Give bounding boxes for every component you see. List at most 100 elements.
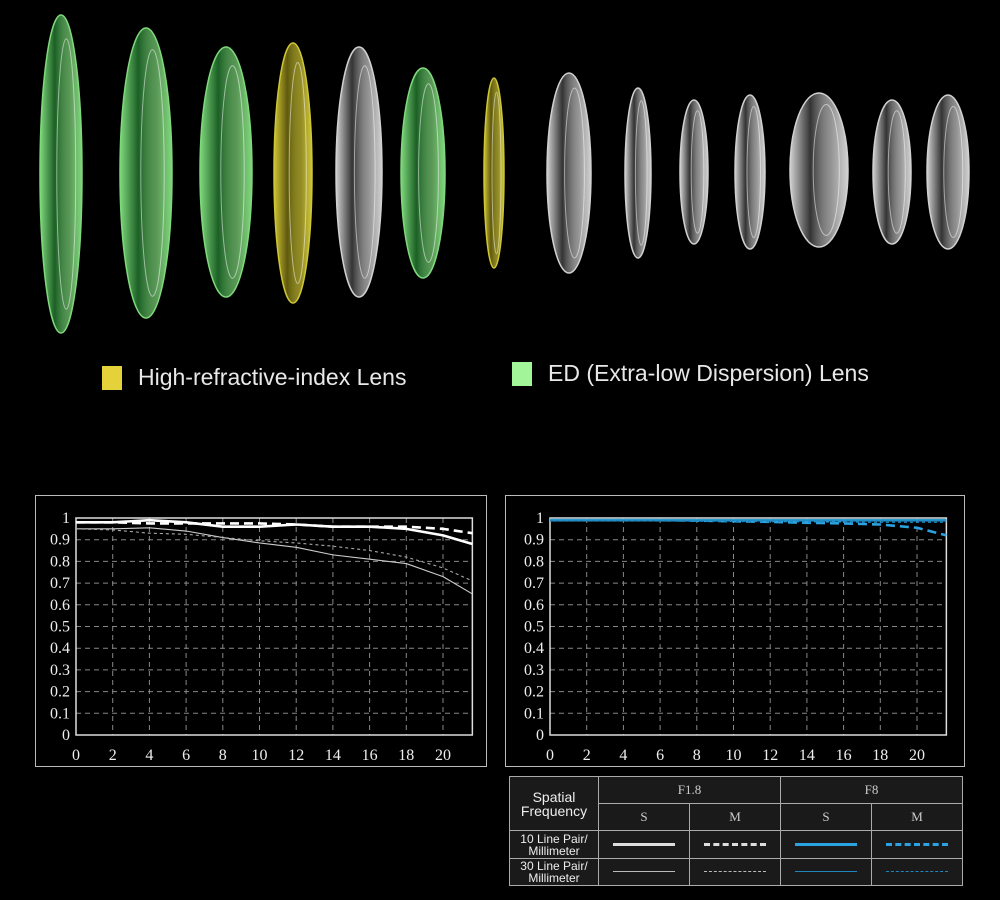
y-tick-label: 0.6 (524, 597, 544, 614)
legend-label: High-refractive-index Lens (138, 364, 407, 390)
position-header: M (689, 803, 781, 831)
legend-high-refractive: High-refractive-index Lens (102, 364, 406, 391)
y-tick-label: 0.1 (50, 705, 70, 722)
lens-element-clear (546, 72, 592, 274)
chart-svg: 00.10.20.30.40.50.60.70.80.910 2 4 6 8 10 12 14… (50, 510, 474, 764)
row-label: 30 Line Pair/ Millimeter (509, 858, 599, 886)
x-tick-label: 10 (726, 747, 742, 764)
legend-cell (780, 830, 872, 859)
x-tick-label: 18 (398, 747, 414, 764)
x-tick-label: 14 (799, 747, 815, 764)
y-tick-label: 0.3 (524, 662, 544, 679)
x-tick-label: 6 (656, 747, 664, 764)
plot-frame (75, 517, 474, 736)
y-tick-label: 0.7 (524, 575, 544, 592)
x-tick-label: 2 (109, 747, 117, 764)
lens-element-clear (624, 87, 652, 259)
spatial-frequency-header: Spatial Frequency (509, 776, 599, 831)
lens-element-high-refractive (273, 42, 313, 304)
x-tick-label: 2 (583, 747, 591, 764)
y-tick-label: 0.6 (50, 597, 70, 614)
chart-svg: 00.10.20.30.40.50.60.70.80.910 2 4 6 8 10 12 14… (524, 510, 948, 764)
lens-element-clear (734, 94, 766, 250)
lens-element-ed (39, 14, 83, 334)
x-tick-label: 12 (288, 747, 304, 764)
x-tick-label: 4 (619, 747, 627, 764)
x-tick-label: 16 (836, 747, 852, 764)
x-tick-label: 14 (325, 747, 341, 764)
aperture-header: F1.8 (598, 776, 781, 804)
lens-element-clear (789, 92, 849, 248)
dashed-line-swatch (886, 871, 948, 873)
y-tick-label: 0.2 (50, 684, 70, 701)
dashed-line-swatch (886, 842, 948, 846)
legend-cell (780, 858, 872, 886)
position-header: S (780, 803, 872, 831)
aperture-header: F8 (780, 776, 963, 804)
y-tick-label: 0.9 (50, 532, 70, 549)
lens-element-clear (679, 99, 709, 245)
x-tick-label: 0 (72, 747, 80, 764)
yellow-swatch-icon (102, 365, 122, 390)
y-tick-label: 0.4 (50, 640, 70, 657)
dashed-line-swatch (704, 842, 766, 846)
y-tick-label: 0.5 (524, 619, 544, 636)
y-tick-label: 1 (536, 510, 544, 527)
series-line-3 (550, 520, 947, 523)
series-line-1 (76, 521, 473, 535)
legend-cell (689, 858, 781, 886)
mtf-chart-f1-8: 0 0.1 0.2 0.3 0.4 0.5 0.6 0.7 0.8 0.9 1 0 2 4 6 8 10 12 14… (35, 495, 487, 767)
lens-element-clear (872, 99, 912, 245)
y-tick-label: 0.3 (50, 662, 70, 679)
solid-line-swatch (613, 842, 675, 846)
legend-label: ED (Extra-low Dispersion) Lens (548, 360, 869, 386)
mtf-chart-f8: 0 0.1 0.2 0.3 0.4 0.5 0.6 0.7 0.8 0.9 1 0 2 4 6 8 10 12 14… (505, 495, 965, 767)
solid-line-swatch (613, 871, 675, 873)
plot-frame (549, 517, 948, 736)
legend-cell (871, 858, 963, 886)
series-line-1 (550, 518, 947, 537)
x-tick-label: 18 (872, 747, 888, 764)
lens-element-clear (926, 94, 970, 250)
row-label: 10 Line Pair/ Millimeter (509, 830, 599, 859)
y-tick-label: 1 (62, 510, 70, 527)
x-tick-label: 6 (182, 747, 190, 764)
legend-cell (689, 830, 781, 859)
y-tick-label: 0.9 (524, 532, 544, 549)
x-tick-label: 8 (693, 747, 701, 764)
x-tick-label: 12 (762, 747, 778, 764)
series-line-0 (76, 518, 473, 546)
x-tick-label: 4 (145, 747, 153, 764)
x-tick-label: 16 (362, 747, 378, 764)
dashed-line-swatch (704, 871, 766, 873)
legend-cell (598, 830, 690, 859)
green-swatch-icon (512, 361, 532, 386)
lens-element-clear (335, 46, 383, 298)
x-tick-label: 8 (219, 747, 227, 764)
y-tick-label: 0.8 (50, 553, 70, 570)
y-tick-label: 0.7 (50, 575, 70, 592)
y-tick-label: 0.8 (524, 553, 544, 570)
legend-ed: ED (Extra-low Dispersion) Lens (512, 360, 869, 387)
lens-element-high-refractive (483, 77, 505, 269)
lens-element-ed (400, 67, 446, 279)
y-tick-label: 0 (536, 727, 544, 744)
lens-element-ed (119, 27, 173, 319)
y-tick-label: 0 (62, 727, 70, 744)
solid-line-swatch (795, 842, 857, 846)
legend-cell (598, 858, 690, 886)
position-header: S (598, 803, 690, 831)
y-tick-label: 0.2 (524, 684, 544, 701)
lens-element-ed (199, 46, 253, 298)
x-tick-label: 10 (252, 747, 268, 764)
series-line-3 (75, 528, 473, 582)
y-tick-label: 0.4 (524, 640, 544, 657)
solid-line-swatch (795, 871, 857, 873)
position-header: M (871, 803, 963, 831)
legend-cell (871, 830, 963, 859)
x-tick-label: 20 (435, 747, 451, 764)
series-line-2 (76, 527, 473, 595)
x-tick-label: 20 (909, 747, 925, 764)
y-tick-label: 0.1 (524, 705, 544, 722)
